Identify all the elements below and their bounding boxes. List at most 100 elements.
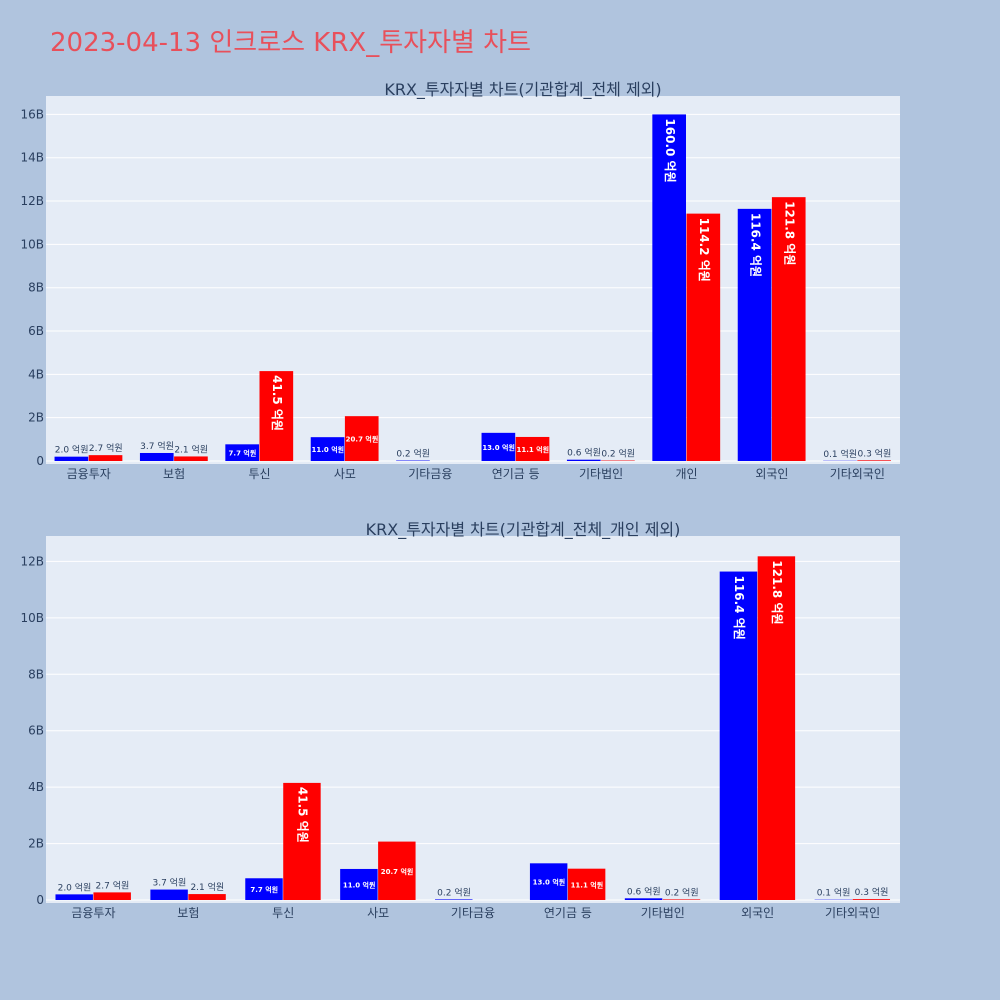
bar-label: 0.1 억원 [817,887,851,899]
bar [652,114,686,461]
bar [852,899,891,900]
bar-label: 0.2 억원 [665,886,699,898]
bar-label: 2.0 억원 [55,444,89,456]
bar [93,892,131,900]
bar-label: 13.0 억원 [533,878,566,887]
x-tick-label: 기타법인 [641,906,685,920]
y-tick-label: 12B [20,194,44,208]
bar-label: 13.0 억원 [482,443,515,452]
bar [344,416,379,461]
bar-label: 121.8 억원 [782,201,796,265]
y-tick-label: 10B [20,611,44,625]
page-title: 2023-04-13 인크로스 KRX_투자자별 차트 [50,28,532,58]
y-tick-label: 8B [28,281,44,295]
bar [566,459,601,461]
bar-label: 11.1 억원 [571,880,604,889]
bar-label: 11.0 억원 [343,880,376,889]
bar-label: 2.1 억원 [190,881,224,893]
bar-label: 0.3 억원 [855,886,889,898]
y-tick-label: 14B [20,151,44,165]
bar-label: 116.4 억원 [732,576,746,640]
y-tick-label: 0 [36,893,44,907]
x-tick-label: 금융투자 [71,906,115,920]
bar [340,868,378,900]
x-tick-label: 기타금융 [408,467,452,481]
x-tick-label: 외국인 [755,467,788,481]
bar [188,894,226,900]
bar [310,437,345,461]
bar [283,782,321,900]
bar [378,841,416,900]
bar-label: 2.7 억원 [96,879,130,891]
x-tick-label: 보험 [163,467,185,481]
bar-label: 116.4 억원 [748,213,762,277]
x-tick-label: 기타금융 [451,906,495,920]
x-tick-label: 외국인 [741,906,774,920]
bar [481,432,516,461]
y-tick-label: 4B [28,780,44,794]
chart-bottom: KRX_투자자별 차트(기관합계_전체_개인 제외) 0 2B 4B 6B 8B 10B 12… [20,520,900,920]
bar-label: 2.7 억원 [89,442,123,454]
x-tick-label: 금융투자 [67,467,111,481]
bar-label: 7.7 억원 [229,449,257,458]
bar-label: 11.1 억원 [516,445,549,454]
y-tick-label: 2B [28,837,44,851]
bar [150,889,188,900]
bar [662,899,701,900]
bar [624,898,663,900]
y-tick-label: 2B [28,411,44,425]
bar [225,444,259,461]
bar-label: 3.7 억원 [152,877,186,889]
chart-subtitle: KRX_투자자별 차트(기관합계_전체 제외) [384,80,661,100]
bar-label: 114.2 억원 [697,218,711,282]
y-tick-label: 10B [20,237,44,251]
y-tick-label: 6B [28,724,44,738]
bar-label: 41.5 억원 [296,787,310,843]
y-tick-label: 8B [28,667,44,681]
bar-label: 2.0 억원 [58,881,92,893]
bar [529,863,568,900]
bar [771,197,806,461]
x-tick-label: 투신 [272,906,294,920]
bar [54,456,89,461]
bar [686,213,721,461]
bar-label: 11.0 억원 [312,445,345,454]
x-tick-label: 연기금 등 [544,906,592,920]
bar [515,436,550,461]
x-tick-label: 보험 [177,906,199,920]
bar-label: 0.3 억원 [858,447,892,459]
bar-label: 2.1 억원 [174,443,208,455]
x-tick-label: 사모 [367,906,389,920]
bar-label: 0.6 억원 [627,885,661,897]
bar-label: 20.7 억원 [381,867,414,876]
bar-label: 20.7 억원 [346,435,379,444]
x-tick-label: 사모 [334,467,356,481]
bar [88,455,123,461]
y-tick-label: 12B [20,554,44,568]
bar [435,899,473,900]
bar [757,556,796,900]
bar [245,878,283,900]
x-tick-label: 투신 [248,467,270,481]
bar [567,868,606,900]
bar [857,460,891,461]
bar [259,371,294,461]
y-tick-label: 0 [36,454,44,468]
bar-label: 0.2 억원 [601,448,635,460]
chart-top: KRX_투자자별 차트(기관합계_전체 제외) 0 2B 4B 6B 8B 10B 12B 14… [20,80,900,481]
chart-subtitle: KRX_투자자별 차트(기관합계_전체_개인 제외) [366,520,681,540]
bar [55,894,93,900]
bar-label: 7.7 억원 [250,885,278,894]
bar-label: 41.5 억원 [270,375,284,431]
x-tick-label: 기타외국인 [825,906,880,920]
bar-label: 0.6 억원 [567,447,601,459]
bar-label: 121.8 억원 [770,560,784,624]
bar-label: 0.2 억원 [396,448,430,460]
y-tick-label: 6B [28,324,44,338]
x-tick-label: 기타외국인 [830,467,885,481]
bar [737,208,772,461]
bar-label: 0.1 억원 [823,448,857,460]
x-tick-label: 기타법인 [579,467,623,481]
y-tick-label: 4B [28,367,44,381]
bar-label: 160.0 억원 [663,118,677,182]
